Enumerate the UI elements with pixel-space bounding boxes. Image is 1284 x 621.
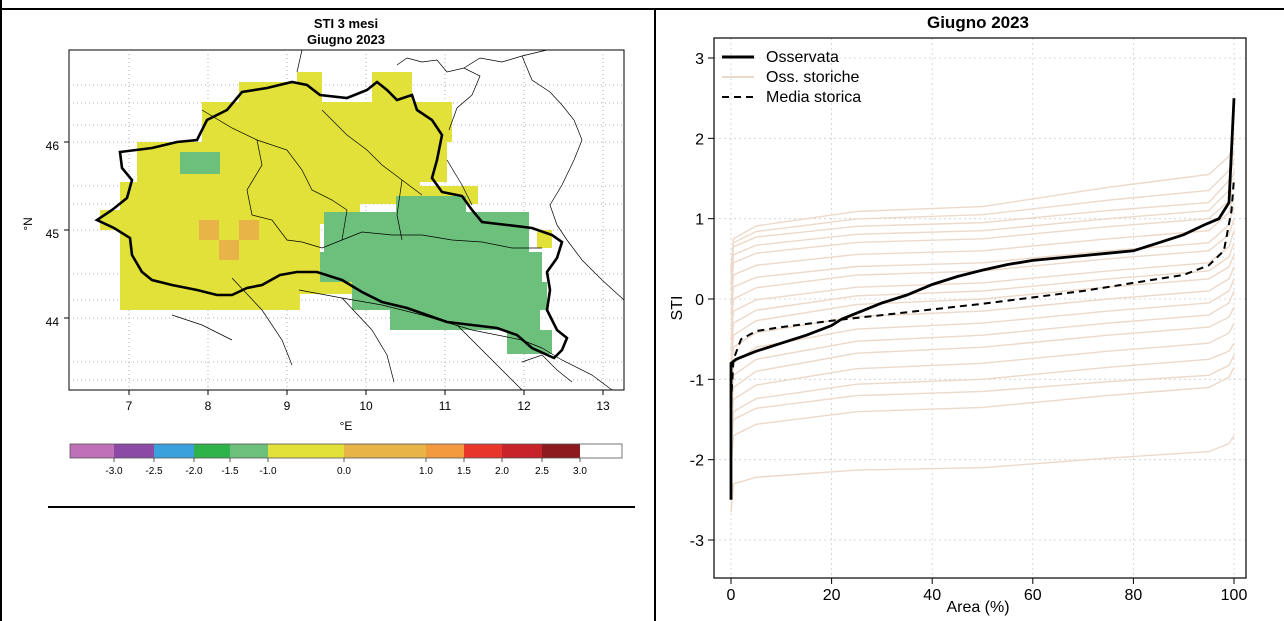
map-axis-ticks	[64, 141, 604, 395]
map-lon-tick-labels: 7 8 9 10 11 12 13	[126, 399, 610, 413]
chart-legend: Osservata Oss. storiche Media storica	[722, 49, 861, 106]
x-tick-label: 100	[1221, 587, 1248, 604]
colorbar-class	[194, 444, 230, 458]
frame-middle	[654, 8, 656, 621]
sti-field-near-normal	[100, 72, 552, 310]
frame-left	[0, 0, 2, 621]
historical-curve	[730, 150, 1235, 271]
x-tick-label: 60	[1024, 587, 1042, 604]
colorbar-class	[114, 444, 154, 458]
y-tick-label: -1	[690, 372, 704, 389]
colorbar-class	[502, 444, 542, 458]
colorbar-class	[268, 444, 344, 458]
map-panel: STI 3 mesi Giugno 2023	[21, 16, 625, 477]
historical-curve	[730, 254, 1235, 364]
colorbar-labels: -3.0 -2.5 -2.0 -1.5 -1.0 0.0 1.0 1.5 2.0 2.5 3.0	[105, 466, 587, 477]
y-tick-label: 3	[695, 51, 704, 68]
lat-tick-label: 45	[46, 227, 60, 241]
historical-curve	[730, 242, 1235, 352]
sti-area-chart: Giugno 2023 0 20 40 60 80 100 -3 -2 -1 0 1 2 3 Area…	[669, 13, 1248, 616]
colorbar-label: 1.0	[419, 466, 433, 477]
y-axis-label: STI	[669, 296, 686, 321]
y-tick-label: 0	[695, 292, 704, 309]
sti-field-mild-wet	[199, 220, 259, 260]
sti-field-mild-dry	[180, 152, 552, 354]
colorbar-label: -2.5	[145, 466, 163, 477]
historical-curve	[730, 194, 1235, 304]
historical-curves	[730, 138, 1235, 512]
lon-tick-label: 9	[284, 399, 291, 413]
x-axis-ticks: 0 20 40 60 80 100	[727, 578, 1248, 604]
lon-tick-label: 7	[126, 399, 133, 413]
lon-tick-label: 11	[439, 399, 452, 413]
colorbar-label: -3.0	[105, 466, 123, 477]
map-title-line2: Giugno 2023	[307, 32, 385, 47]
x-tick-label: 0	[727, 587, 736, 604]
y-tick-label: -3	[690, 533, 704, 550]
colorbar-label: 2.5	[535, 466, 549, 477]
lat-tick-label: 44	[46, 315, 60, 329]
y-axis-ticks: -3 -2 -1 0 1 2 3	[690, 51, 714, 550]
domain-outline	[94, 80, 569, 360]
chart-grid	[714, 38, 1246, 578]
historical-curve	[730, 138, 1235, 267]
colorbar-class	[230, 444, 268, 458]
colorbar-label: 2.0	[495, 466, 509, 477]
map-xlabel: °E	[340, 419, 353, 433]
map-title-line1: STI 3 mesi	[314, 16, 378, 31]
chart-title: Giugno 2023	[927, 13, 1029, 32]
colorbar-border	[69, 443, 623, 459]
x-tick-label: 20	[823, 587, 841, 604]
lon-tick-label: 13	[596, 399, 610, 413]
series-osservata-line	[729, 98, 1236, 500]
historical-curve	[730, 206, 1235, 316]
y-tick-label: 2	[695, 131, 704, 148]
map-borders	[171, 49, 625, 391]
historical-curve	[730, 170, 1235, 283]
x-tick-label: 80	[1125, 587, 1143, 604]
map-lat-tick-labels: 44 45 46	[46, 139, 60, 329]
historical-curve	[730, 354, 1235, 448]
historical-curve	[730, 435, 1235, 512]
historical-curve	[730, 290, 1235, 404]
colorbar-class	[464, 444, 502, 458]
historical-curve	[730, 322, 1235, 428]
colorbar-class	[70, 444, 114, 458]
lon-tick-label: 12	[517, 399, 531, 413]
historical-curve	[730, 182, 1235, 292]
lat-tick-label: 46	[46, 139, 60, 153]
y-tick-label: 1	[695, 212, 704, 229]
colorbar-label: -2.0	[185, 466, 203, 477]
plot-frame	[713, 37, 1247, 579]
colorbar-label: 0.0	[337, 466, 351, 477]
legend-label-osservata: Osservata	[766, 49, 839, 66]
historical-curve	[730, 230, 1235, 340]
colorbar-label: -1.0	[259, 466, 277, 477]
map-ylabel: °N	[21, 217, 35, 230]
frame-top	[0, 8, 1284, 10]
historical-curve	[730, 266, 1235, 376]
series-media-storica-line	[730, 178, 1235, 404]
historical-curve	[730, 342, 1235, 440]
colorbar-label: 3.0	[573, 466, 587, 477]
colorbar-class	[344, 444, 426, 458]
x-axis-label: Area (%)	[946, 599, 1009, 616]
legend-label-storiche: Oss. storiche	[766, 69, 859, 86]
colorbar	[69, 443, 623, 462]
colorbar-class	[154, 444, 194, 458]
colorbar-label: -1.5	[221, 466, 239, 477]
historical-curve	[730, 306, 1235, 416]
historical-curve	[730, 158, 1235, 275]
lon-tick-label: 8	[205, 399, 212, 413]
colorbar-label: 1.5	[457, 466, 471, 477]
map-panel-divider	[48, 506, 635, 508]
y-tick-label: -2	[690, 453, 704, 470]
chart-series	[729, 98, 1236, 500]
lon-tick-label: 10	[359, 399, 373, 413]
x-tick-label: 40	[923, 587, 941, 604]
historical-curve	[730, 366, 1235, 464]
colorbar-class	[542, 444, 580, 458]
colorbar-class	[426, 444, 464, 458]
legend-label-media: Media storica	[766, 89, 861, 106]
